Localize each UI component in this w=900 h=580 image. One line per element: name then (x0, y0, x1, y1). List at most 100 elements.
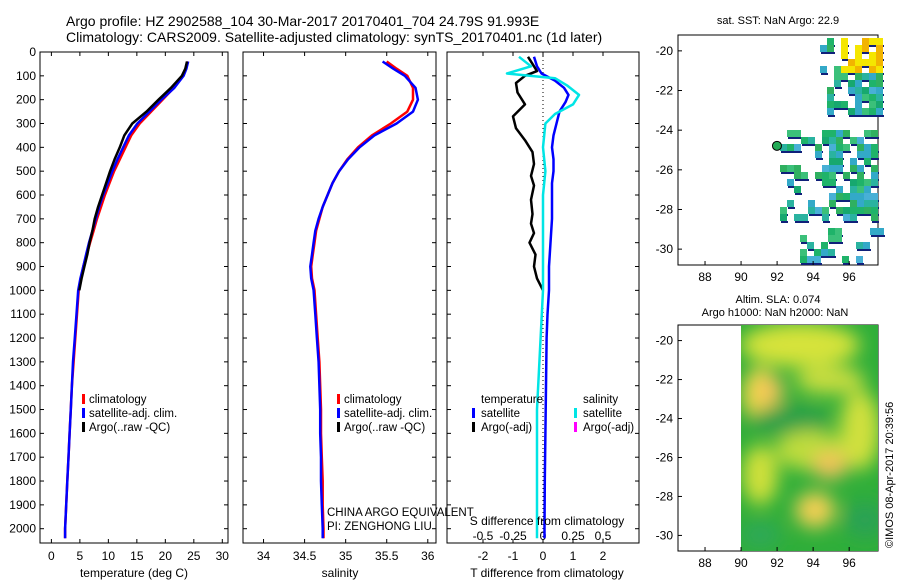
x-tick-label: 5 (77, 549, 84, 563)
depth-tick-label: 100 (16, 69, 36, 83)
sst-cell (787, 130, 794, 137)
sst-cell (876, 66, 883, 73)
sst-cell-shadow (802, 144, 809, 146)
map-y-tick-label: -26 (656, 163, 674, 177)
map-y-tick-label: -26 (656, 450, 674, 464)
sst-cell (857, 186, 864, 193)
map-x-tick-label: 88 (698, 270, 712, 284)
sst-cell (822, 179, 829, 186)
sst-cell-shadow (828, 52, 835, 54)
difference-legend: temperature satellite Argo(-adj) salinit… (472, 394, 634, 434)
sst-cell (864, 179, 871, 186)
sst-cell-shadow (877, 115, 884, 117)
legend-swatch-argo (337, 422, 340, 432)
sst-cell (780, 214, 787, 221)
map-y-tick-label: -24 (656, 412, 674, 426)
legend-label: Argo(-adj) (583, 422, 634, 434)
sst-cell (856, 256, 863, 263)
depth-tick-label: 1600 (9, 426, 36, 440)
sst-cell-shadow (837, 172, 844, 174)
x-tick-label: 35 (339, 549, 353, 563)
sst-cell-shadow (788, 137, 795, 139)
sst-cell-shadow (878, 235, 885, 237)
sst-cell (801, 137, 808, 144)
depth-tick-label: 1500 (9, 403, 36, 417)
sst-cell (841, 73, 848, 80)
sst-cell-shadow (795, 179, 802, 181)
sst-cell-shadow (788, 172, 795, 174)
sst-cell (800, 256, 807, 263)
sst-cell-shadow (828, 115, 835, 117)
sst-cell (855, 45, 862, 52)
sst-cell (850, 158, 857, 165)
x-tick-label: -2 (478, 549, 489, 563)
sst-cell (827, 108, 834, 115)
map-y-tick-label: -30 (656, 242, 674, 256)
sst-cell (822, 172, 829, 179)
map-y-tick-label: -28 (656, 489, 674, 503)
sst-cell-shadow (872, 158, 879, 160)
sst-cell (850, 165, 857, 172)
legend-label: climatology (344, 394, 402, 406)
sst-cell-shadow (795, 137, 802, 139)
sst-cell (801, 172, 808, 179)
sst-cell (801, 214, 808, 221)
sst-cell (871, 179, 878, 186)
sst-cell (862, 38, 869, 45)
sst-cell (855, 66, 862, 73)
sst-cell (836, 186, 843, 193)
sst-cell-shadow (865, 137, 872, 139)
temperature-xlabel: temperature (deg C) (80, 566, 188, 580)
salinity-xlabel: salinity (322, 566, 359, 580)
sst-cell (876, 108, 883, 115)
sst-cell (876, 73, 883, 80)
sst-cell (820, 45, 827, 52)
sst-cell-shadow (835, 108, 842, 110)
sst-cell (841, 101, 848, 108)
sst-cell (876, 101, 883, 108)
sst-cell (821, 242, 828, 249)
x-tick-label: 1 (570, 549, 577, 563)
sst-cell (877, 228, 884, 235)
sst-cell (864, 200, 871, 207)
map-y-tick-label: -20 (656, 334, 674, 348)
sst-cell (828, 228, 835, 235)
sst-cell (871, 172, 878, 179)
sst-cell (822, 207, 829, 214)
map-y-tick-label: -22 (656, 373, 674, 387)
temperature-x-axis: 0 5 10 15 20 25 30 (48, 52, 229, 563)
legend-label: satellite-adj. clim. (89, 408, 177, 420)
map-y-tick-label: -28 (656, 202, 674, 216)
sst-cell (850, 193, 857, 200)
sst-cell (850, 200, 857, 207)
x-tick-label: 36 (421, 549, 435, 563)
sst-cell (848, 87, 855, 94)
legend-swatch-s-argo (574, 422, 577, 432)
depth-tick-label: 1000 (9, 283, 36, 297)
x-tick-label: 0 (540, 549, 547, 563)
sst-cell-shadow (823, 221, 830, 223)
legend-label: satellite (481, 408, 520, 420)
map-y-tick-label: -30 (656, 528, 674, 542)
sst-cell (822, 165, 829, 172)
sst-cell-shadow (858, 214, 865, 216)
sst-cell (848, 59, 855, 66)
salinity-x-axis: 34 34.5 35 35.5 36 (257, 52, 435, 563)
salinity-legend: climatology satellite-adj. clim. Argo(..… (337, 394, 432, 434)
sst-cell-shadow (788, 207, 795, 209)
sst-cell (829, 172, 836, 179)
legend-swatch-t-argo (472, 422, 475, 432)
sst-cell (827, 87, 834, 94)
sst-cell-shadow (844, 151, 851, 153)
sst-cell (836, 193, 843, 200)
sst-cell (836, 151, 843, 158)
sst-cell-shadow (849, 115, 856, 117)
sst-cell (869, 38, 876, 45)
sst-cell-shadow (821, 73, 828, 75)
legend-label: satellite (583, 408, 622, 420)
sst-cell (876, 59, 883, 66)
sst-cell-shadow (808, 263, 815, 265)
sst-cell-shadow (823, 186, 830, 188)
depth-tick-label: 1300 (9, 355, 36, 369)
sst-cell (827, 101, 834, 108)
